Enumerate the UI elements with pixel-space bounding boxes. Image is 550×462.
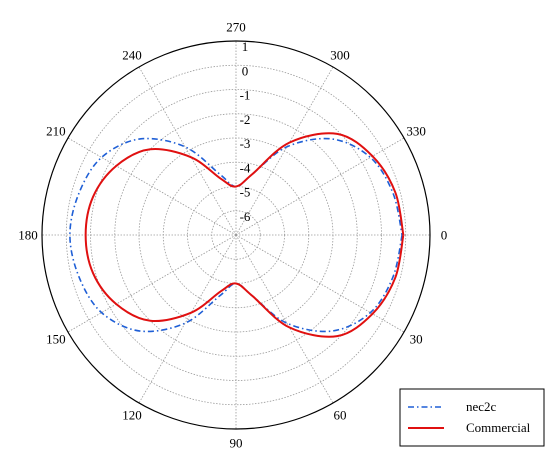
angle-tick-label: 210 — [46, 124, 66, 139]
legend-box — [399, 388, 545, 447]
grid-spoke — [138, 66, 237, 236]
grid-spoke — [235, 137, 405, 236]
radial-tick-label: -3 — [240, 136, 251, 151]
grid-spoke — [67, 137, 237, 236]
angle-tick-label: 60 — [334, 408, 347, 423]
outer-circle — [41, 40, 431, 430]
radial-tick-label: -5 — [240, 185, 251, 200]
angle-tick-label: 0 — [441, 228, 448, 243]
angle-tick-label: 270 — [226, 20, 246, 35]
legend: nec2c Commercial — [399, 388, 545, 447]
grid-spoke — [67, 234, 237, 333]
legend-label-commercial: Commercial — [466, 420, 531, 435]
radial-tick-labels: 1 0 -1 -2 -3 -4 -5 -6 — [240, 39, 251, 224]
radial-tick-label: -4 — [240, 160, 251, 175]
angle-tick-label: 150 — [46, 332, 66, 347]
polar-grid — [41, 40, 431, 430]
angle-tick-labels: 0 30 60 90 120 150 180 210 240 270 300 330 — [18, 20, 447, 451]
series-lines — [69, 132, 405, 338]
radial-tick-label: -1 — [240, 88, 251, 103]
angle-tick-label: 30 — [410, 332, 423, 347]
radial-tick-label: -6 — [240, 209, 251, 224]
angle-tick-label: 90 — [230, 436, 243, 451]
angle-tick-label: 240 — [122, 47, 142, 62]
radial-tick-label: -2 — [240, 112, 251, 127]
radial-tick-label: 0 — [242, 63, 249, 78]
grid-spoke — [235, 234, 405, 333]
series-line-nec2c — [69, 137, 403, 333]
radial-tick-label: 1 — [242, 39, 249, 54]
angle-tick-label: 120 — [122, 408, 142, 423]
grid-circle — [65, 64, 407, 406]
angle-tick-label: 180 — [18, 228, 38, 243]
grid-spoke — [235, 66, 334, 236]
grid-spoke — [235, 234, 334, 404]
series-line-commercial — [84, 132, 405, 338]
angle-tick-label: 330 — [406, 124, 426, 139]
angle-tick-label: 300 — [330, 47, 350, 62]
legend-label-nec2c: nec2c — [466, 399, 497, 414]
grid-spoke — [138, 234, 237, 404]
